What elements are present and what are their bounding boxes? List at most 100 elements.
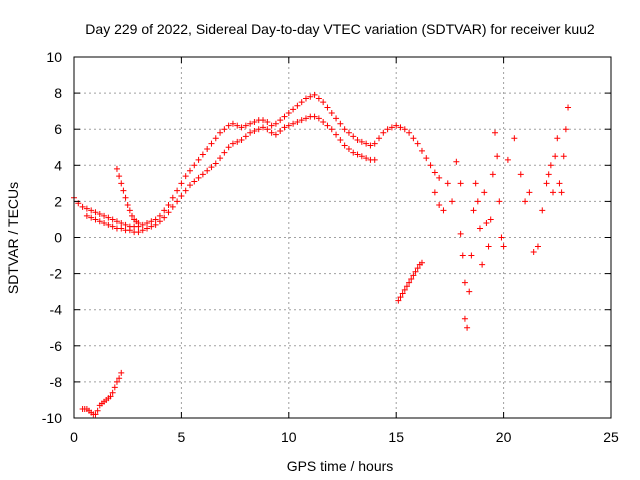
- data-point: [328, 109, 335, 116]
- data-point: [350, 149, 357, 156]
- data-point: [272, 131, 279, 138]
- data-point: [423, 155, 430, 162]
- data-point: [88, 214, 95, 221]
- data-point: [186, 167, 193, 174]
- data-point: [461, 279, 468, 286]
- data-point: [285, 122, 292, 129]
- data-point: [543, 180, 550, 187]
- y-tick-label: -4: [50, 302, 63, 318]
- x-tick-label: 10: [281, 429, 297, 445]
- chart-title: Day 229 of 2022, Sidereal Day-to-day VTE…: [85, 21, 595, 37]
- data-point: [481, 189, 488, 196]
- data-point: [264, 118, 271, 125]
- data-point: [401, 126, 408, 133]
- data-point: [363, 140, 370, 147]
- data-point: [494, 153, 501, 160]
- data-point: [345, 129, 352, 136]
- y-tick-label: -6: [50, 338, 63, 354]
- axis-ticks: 0 5 10 15 20 25 -10 -8 -6 -4 -2 0 2 4 6 8 10: [42, 49, 619, 445]
- data-point: [109, 216, 116, 223]
- data-point: [135, 220, 142, 227]
- data-point: [397, 124, 404, 131]
- data-point: [406, 279, 413, 286]
- data-point: [489, 171, 496, 178]
- data-point: [324, 104, 331, 111]
- data-point: [311, 91, 318, 98]
- data-point: [470, 207, 477, 214]
- data-point: [476, 225, 483, 232]
- data-point: [101, 220, 108, 227]
- data-point: [436, 174, 443, 181]
- data-point: [242, 122, 249, 129]
- data-point: [461, 315, 468, 322]
- data-point: [504, 156, 511, 163]
- data-point: [199, 151, 206, 158]
- y-tick-label: 2: [54, 193, 62, 209]
- data-point: [526, 189, 533, 196]
- data-point: [92, 216, 99, 223]
- data-point: [384, 126, 391, 133]
- data-points: [71, 91, 572, 418]
- data-point: [406, 129, 413, 136]
- data-point: [225, 144, 232, 151]
- data-point: [128, 212, 135, 219]
- data-point: [212, 135, 219, 142]
- data-point: [88, 207, 95, 214]
- data-point: [449, 198, 456, 205]
- data-point: [118, 369, 125, 376]
- data-point: [534, 243, 541, 250]
- data-point: [161, 207, 168, 214]
- data-point: [152, 216, 159, 223]
- data-point: [410, 135, 417, 142]
- data-point: [109, 389, 116, 396]
- x-tick-label: 25: [603, 429, 619, 445]
- data-point: [401, 286, 408, 293]
- data-point: [242, 133, 249, 140]
- y-tick-label: -2: [50, 266, 63, 282]
- data-point: [414, 265, 421, 272]
- data-point: [547, 162, 554, 169]
- y-tick-label: 0: [54, 230, 62, 246]
- x-tick-label: 5: [178, 429, 186, 445]
- data-point: [126, 207, 133, 214]
- data-point: [358, 138, 365, 145]
- data-point: [459, 252, 466, 259]
- data-point: [178, 192, 185, 199]
- y-tick-label: -8: [50, 374, 63, 390]
- x-tick-label: 0: [70, 429, 78, 445]
- data-point: [358, 153, 365, 160]
- data-point: [388, 124, 395, 131]
- data-point: [333, 115, 340, 122]
- y-tick-label: 10: [46, 49, 62, 65]
- data-point: [268, 122, 275, 129]
- data-point: [298, 99, 305, 106]
- data-point: [277, 117, 284, 124]
- data-point: [290, 120, 297, 127]
- data-point: [487, 216, 494, 223]
- data-point: [294, 118, 301, 125]
- data-point: [83, 212, 90, 219]
- data-point: [302, 95, 309, 102]
- data-point: [412, 268, 419, 275]
- data-point: [126, 227, 133, 234]
- data-point: [545, 171, 552, 178]
- data-point: [552, 153, 559, 160]
- data-point: [111, 384, 118, 391]
- data-point: [466, 288, 473, 295]
- data-point: [431, 169, 438, 176]
- data-point: [483, 220, 490, 227]
- data-point: [195, 156, 202, 163]
- data-point: [268, 129, 275, 136]
- data-point: [191, 162, 198, 169]
- data-point: [264, 126, 271, 133]
- data-point: [101, 212, 108, 219]
- data-point: [234, 138, 241, 145]
- data-point: [496, 198, 503, 205]
- data-point: [178, 180, 185, 187]
- data-point: [410, 272, 417, 279]
- data-point: [530, 248, 537, 255]
- data-point: [328, 126, 335, 133]
- data-point: [199, 171, 206, 178]
- data-point: [315, 95, 322, 102]
